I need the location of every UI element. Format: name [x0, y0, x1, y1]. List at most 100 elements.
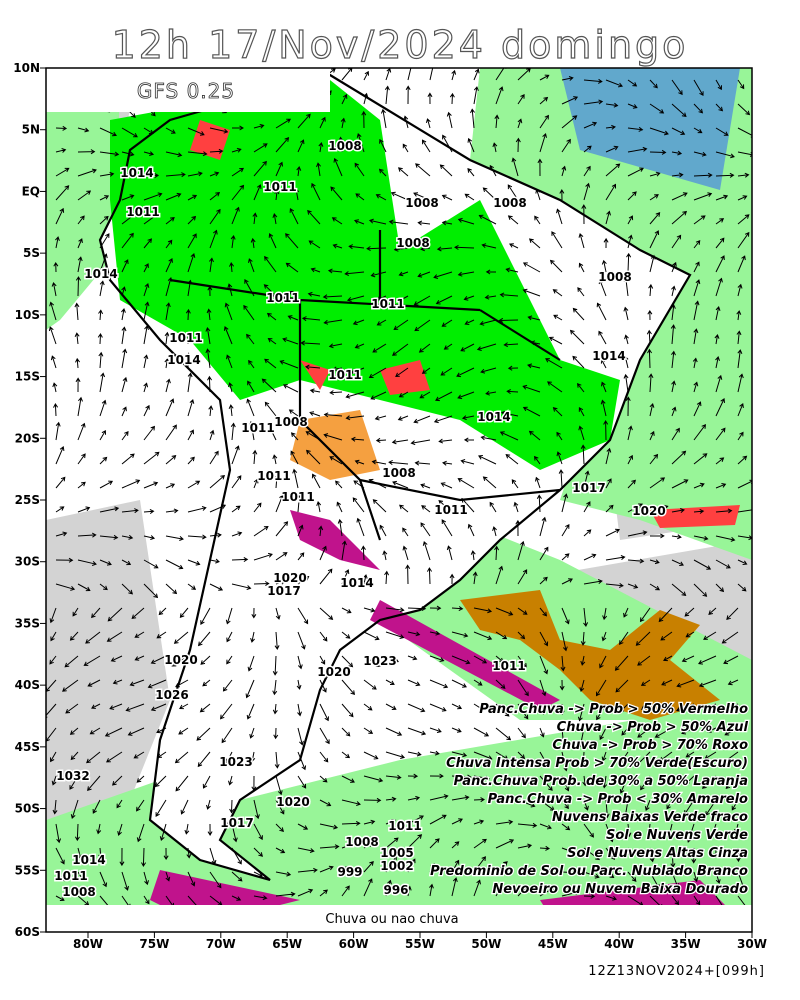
lat-label: 35S	[15, 616, 40, 630]
legend-entry: Chuva -> Prob > 70% Roxo	[552, 738, 748, 753]
pressure-label: 1011	[492, 659, 525, 673]
pressure-label: 1014	[72, 853, 105, 867]
pressure-label: 1011	[266, 291, 299, 305]
legend-entry: Chuva Intensa Prob > 70% Verde(Escuro)	[446, 756, 748, 771]
lat-label: 10S	[15, 308, 40, 322]
pressure-label: 1008	[493, 196, 526, 210]
pressure-label: 1011	[126, 205, 159, 219]
lat-label: 20S	[15, 431, 40, 445]
pressure-label: 1017	[572, 481, 605, 495]
legend-entry: Panc.Chuva Prob. de 30% a 50% Laranja	[454, 774, 748, 789]
pressure-label: 1011	[434, 503, 467, 517]
pressure-label: 1008	[382, 466, 415, 480]
lat-label: 60S	[15, 925, 40, 939]
pressure-label: 1005	[380, 846, 413, 860]
lat-label: 40S	[15, 678, 40, 692]
pressure-label: 1020	[164, 653, 197, 667]
lon-label: 40W	[604, 937, 634, 951]
lon-label: 65W	[272, 937, 302, 951]
legend-entry: Panc.Chuva -> Prob > 50% Vermelho	[479, 702, 748, 717]
pressure-label: 1014	[167, 353, 200, 367]
lat-label: 15S	[15, 370, 40, 384]
pressure-label: 1008	[328, 139, 361, 153]
lon-label: 35W	[671, 937, 701, 951]
legend-entry: Sol e Nuvens Altas Cinza	[567, 846, 748, 861]
lon-label: 75W	[139, 937, 169, 951]
pressure-label: 999	[337, 865, 362, 879]
pressure-label: 1014	[84, 267, 117, 281]
pressure-label: 1011	[328, 368, 361, 382]
pressure-label: 1008	[396, 236, 429, 250]
borders	[98, 73, 692, 882]
bottom-note: Chuva ou nao chuva	[325, 912, 458, 927]
green-area	[110, 80, 620, 470]
pressure-label: 1011	[388, 819, 421, 833]
pressure-label: 1014	[592, 349, 625, 363]
pressure-label: 1020	[632, 504, 665, 518]
legend-entry: Sol e Nuvens Verde	[606, 828, 748, 843]
lat-label: EQ	[22, 184, 40, 198]
legend-entry: Nuvens Baixas Verde fraco	[552, 810, 748, 825]
pressure-label: 1008	[62, 885, 95, 899]
pressure-label: 1017	[220, 816, 253, 830]
pressure-label: 1011	[241, 421, 274, 435]
magenta-area	[150, 510, 752, 932]
pressure-label: 1008	[274, 415, 307, 429]
note-box	[46, 905, 752, 932]
legend-entry: Nevoeiro ou Nuvem Baixa Dourado	[492, 882, 748, 897]
pressure-label: 1011	[281, 490, 314, 504]
pressure-label: 1020	[317, 665, 350, 679]
pressure-label: 1020	[276, 795, 309, 809]
legend-entry: Predominio de Sol ou Parc. Nublado Branc…	[430, 864, 748, 879]
blue-area	[560, 68, 740, 190]
lon-label: 80W	[73, 937, 103, 951]
lat-label: 5S	[23, 246, 40, 260]
legend-entry: Panc.Chuva -> Prob < 30% Amarelo	[488, 792, 748, 807]
lon-label: 60W	[339, 937, 369, 951]
lat-label: 50S	[15, 802, 40, 816]
orange-area	[290, 410, 380, 480]
lon-label: 70W	[206, 937, 236, 951]
legend-entry: Chuva -> Prob > 50% Azul	[557, 720, 749, 735]
legend: Panc.Chuva -> Prob > 50% Vermelho Chuva -…	[429, 701, 750, 899]
pressure-label: 1020	[273, 571, 306, 585]
pressure-label: 1026	[155, 688, 188, 702]
pressure-label: 1032	[56, 769, 89, 783]
lat-label: 5N	[22, 123, 40, 137]
lon-label: 55W	[405, 937, 435, 951]
lat-label: 25S	[15, 493, 40, 507]
pressure-label: 1014	[340, 576, 373, 590]
pressure-label: 996	[383, 883, 408, 897]
run-label: 12Z13NOV2024+[099h]	[588, 964, 765, 979]
pressure-label: 1011	[169, 331, 202, 345]
pressure-label: 1011	[54, 869, 87, 883]
gold-fog	[460, 590, 720, 720]
pressure-label: 1011	[263, 180, 296, 194]
lon-label: 50W	[471, 937, 501, 951]
lat-label: 45S	[15, 740, 40, 754]
pressure-label: 1011	[371, 297, 404, 311]
pressure-label: 1002	[380, 859, 413, 873]
lon-label: 45W	[538, 937, 568, 951]
model-label: GFS 0.25	[137, 79, 235, 103]
pressure-label: 1011	[257, 469, 290, 483]
axes: 10N 5N EQ 5S 10S 15S 20S 25S 30S 35S 40S 45S 50S 55S 6…	[13, 61, 767, 951]
lat-label: 10N	[13, 61, 40, 75]
title: 12h 17/Nov/2024 domingo	[112, 23, 689, 67]
lat-label: 55S	[15, 863, 40, 877]
pressure-label: 1008	[598, 270, 631, 284]
model-box	[46, 68, 330, 112]
light-green-clouds	[46, 68, 752, 932]
lat-label: 30S	[15, 555, 40, 569]
pressure-label: 1014	[120, 166, 153, 180]
pressure-label: 1008	[405, 196, 438, 210]
pressure-label: 1023	[219, 755, 252, 769]
pressure-label: 1023	[363, 654, 396, 668]
lon-label: 30W	[737, 937, 767, 951]
pressure-label: 1008	[345, 835, 378, 849]
pressure-label: 1017	[267, 584, 300, 598]
pressure-label: 1014	[477, 410, 510, 424]
